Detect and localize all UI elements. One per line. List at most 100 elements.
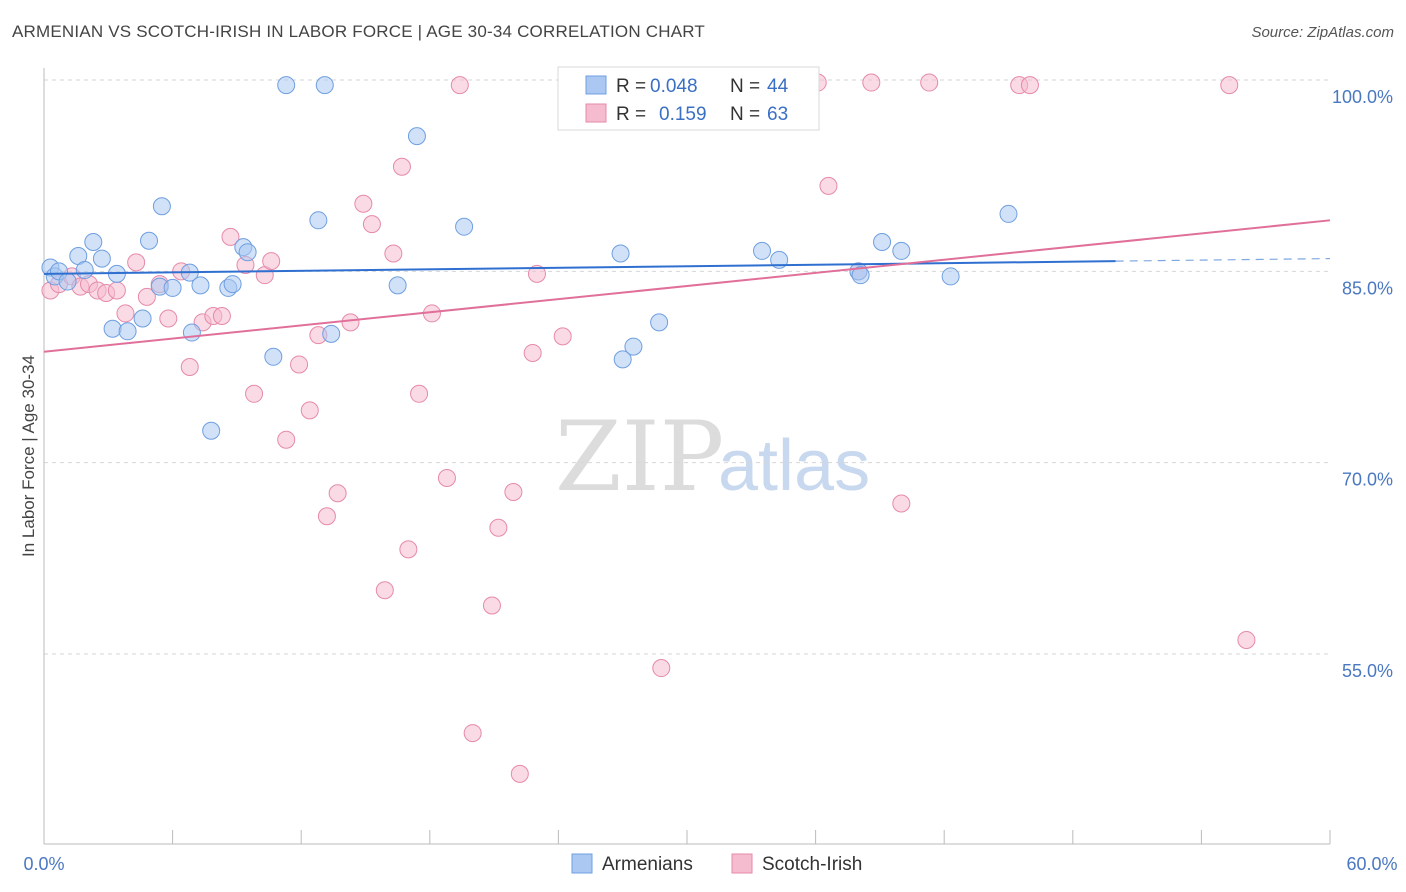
armenian-point-21	[223, 275, 242, 294]
watermark-zip: ZIP	[555, 401, 724, 513]
x-tick-label-max: 60.0%	[1346, 854, 1397, 874]
armenian-point-40	[873, 232, 892, 251]
scotch-irish-point-54	[819, 176, 838, 195]
armenian-point-6	[84, 232, 103, 251]
scotch-irish-point-7	[107, 281, 126, 300]
armenians-trend-line	[43, 260, 1116, 275]
armenian-point-25	[277, 76, 296, 95]
armenians-r-label: R =	[616, 76, 646, 97]
armenians-n-value: 44	[767, 76, 789, 97]
armenian-point-17	[182, 323, 201, 342]
scotch-irish-point-60	[1020, 76, 1039, 95]
armenian-point-9	[103, 319, 122, 338]
legend-scotch-irish-swatch	[731, 853, 753, 874]
scotch-irish-point-27	[317, 507, 336, 526]
armenian-point-10	[118, 322, 137, 341]
armenian-point-26	[309, 211, 328, 230]
scotch-irish-point-40	[463, 724, 482, 743]
armenian-point-23	[238, 243, 257, 262]
y-axis-label: In Labor Force | Age 30-34	[19, 355, 38, 557]
armenian-point-11	[133, 309, 152, 328]
scotch-irish-point-41	[482, 596, 501, 615]
scotch-irish-point-9	[127, 253, 146, 272]
scotch-irish-point-34	[392, 157, 411, 176]
armenian-point-15	[163, 278, 182, 297]
scotch-irish-trend-line	[43, 219, 1331, 353]
legend-scotch-irish-label: Scotch-Irish	[762, 854, 862, 875]
armenian-point-30	[407, 127, 426, 146]
scotch-irish-point-18	[221, 227, 240, 246]
scotch-irish-point-32	[375, 581, 394, 600]
y-tick-label-85: 85.0%	[1342, 278, 1393, 298]
scotch-irish-point-29	[341, 313, 360, 332]
armenian-point-27	[322, 324, 341, 343]
y-tick-label-55: 55.0%	[1342, 661, 1393, 681]
scotch-irish-point-31	[362, 215, 381, 234]
scotch-irish-point-22	[245, 384, 264, 403]
armenian-point-34	[624, 337, 643, 356]
scotch-irish-point-36	[410, 384, 429, 403]
source-label: Source: ZipAtlas.com	[1251, 24, 1394, 41]
scotch-irish-point-42	[489, 518, 508, 537]
armenian-point-43	[999, 204, 1018, 223]
scotch-irish-point-33	[384, 244, 403, 263]
armenian-point-39	[851, 266, 870, 285]
scotch-irish-n-label: N =	[730, 104, 760, 125]
armenians-n-label: N =	[730, 76, 760, 97]
armenians-trend-extension	[1115, 257, 1331, 262]
scotch-irish-point-25	[300, 401, 319, 420]
chart-title: ARMENIAN VS SCOTCH-IRISH IN LABOR FORCE …	[12, 22, 705, 41]
scotch-irish-point-30	[354, 194, 373, 213]
scotch-irish-point-47	[553, 327, 572, 346]
scotch-irish-point-58	[920, 73, 939, 92]
armenians-swatch	[585, 75, 607, 95]
armenian-point-14	[152, 197, 171, 216]
armenian-point-35	[650, 313, 669, 332]
scotch-irish-point-14	[180, 358, 199, 376]
scotch-irish-point-61	[1220, 76, 1239, 95]
armenian-point-32	[611, 244, 630, 263]
armenian-point-28	[315, 76, 334, 95]
scotch-irish-point-44	[510, 764, 529, 783]
legend-armenians-label: Armenians	[602, 854, 693, 875]
watermark-atlas: atlas	[718, 426, 870, 506]
armenian-point-7	[92, 249, 111, 268]
armenian-point-18	[191, 276, 210, 295]
armenian-point-12	[140, 231, 159, 250]
y-tick-label-100: 100.0%	[1332, 87, 1393, 107]
y-tick-label-70: 70.0%	[1342, 470, 1393, 490]
armenian-point-36	[753, 241, 772, 260]
y-tick-labels: 55.0% 70.0% 85.0% 100.0%	[1332, 87, 1393, 681]
armenian-point-3	[58, 272, 77, 291]
scotch-irish-point-45	[527, 264, 546, 283]
scotch-irish-r-value: 0.159	[659, 104, 707, 125]
scotch-irish-point-28	[328, 484, 347, 503]
armenian-point-5	[75, 261, 94, 280]
scotch-irish-point-46	[523, 343, 542, 362]
scotch-irish-point-43	[504, 483, 523, 502]
scotch-irish-n-value: 63	[767, 104, 788, 125]
scotch-irish-swatch	[585, 103, 607, 123]
series-legend: Armenians Scotch-Irish	[571, 853, 862, 875]
trend-lines	[43, 219, 1331, 353]
armenians-r-value: 0.048	[650, 76, 698, 97]
scotch-irish-point-62	[1237, 630, 1256, 649]
grid	[44, 79, 1330, 655]
scotch-irish-point-23	[277, 430, 296, 449]
scotch-irish-point-24	[290, 355, 309, 374]
scotch-irish-point-10	[137, 287, 156, 306]
scotch-irish-point-21	[262, 252, 281, 271]
armenian-point-19	[202, 421, 221, 440]
scotch-irish-point-48	[652, 659, 671, 678]
scotch-irish-point-57	[892, 494, 911, 513]
x-ticks	[43, 830, 1331, 844]
armenian-point-42	[941, 267, 960, 286]
scotch-irish-point-8	[116, 304, 135, 323]
armenian-point-41	[892, 241, 911, 260]
armenian-point-31	[455, 217, 474, 236]
scotch-irish-point-38	[437, 468, 456, 487]
scotch-irish-point-39	[450, 76, 469, 95]
x-tick-label-min: 0.0%	[23, 854, 64, 874]
armenian-point-24	[264, 347, 283, 366]
